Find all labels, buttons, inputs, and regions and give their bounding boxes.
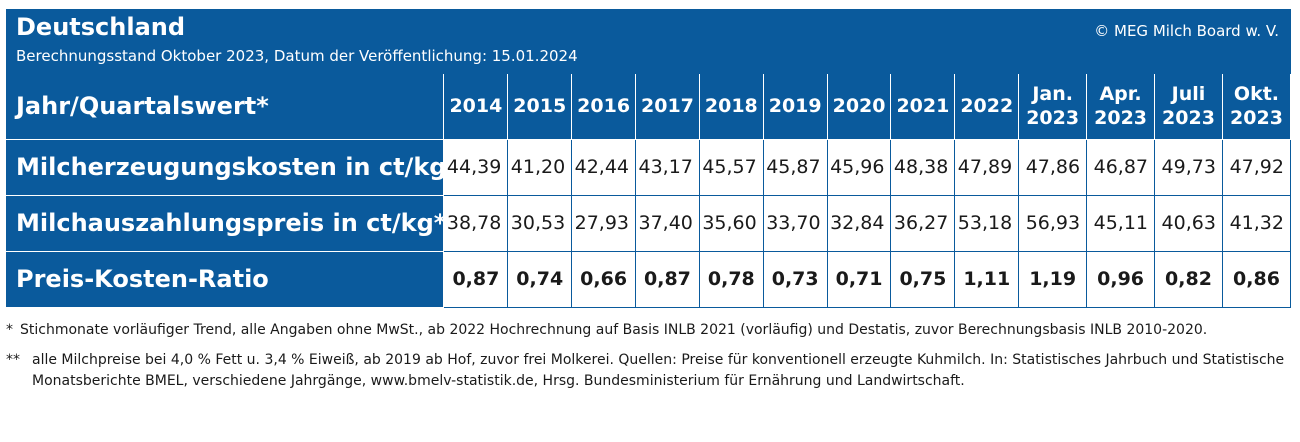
page-title: Deutschland	[16, 13, 186, 41]
table-cell: 47,89	[954, 138, 1020, 196]
column-header-line: 2023	[1230, 107, 1283, 130]
column-header: 2021	[890, 74, 956, 140]
table-cell: 48,38	[890, 138, 956, 196]
table-cell: 35,60	[698, 194, 764, 252]
table-cell: 0,87	[635, 250, 700, 308]
column-header: Juli 2023	[1154, 74, 1223, 140]
column-header-line: Juli	[1171, 83, 1206, 106]
column-header: Jan. 2023	[1018, 74, 1088, 140]
row-label: Preis-Kosten-Ratio	[6, 250, 445, 307]
table-cell: 38,78	[443, 194, 509, 252]
column-header-line: 2023	[1026, 107, 1080, 130]
table-cell: 32,84	[826, 194, 892, 252]
table-cell: 45,87	[762, 138, 828, 196]
footnote-2: ** alle Milchpreise bei 4,0 % Fett u. 3,…	[6, 350, 1294, 392]
table-cell: 44,39	[443, 138, 509, 196]
table-cell: 47,92	[1221, 138, 1292, 196]
table-cell: 0,74	[507, 250, 573, 308]
column-header-line: Okt.	[1233, 83, 1280, 106]
copyright-notice: © MEG Milch Board w. V.	[1094, 22, 1279, 40]
column-header: Okt. 2023	[1221, 74, 1292, 140]
table-cell: 30,53	[507, 194, 573, 252]
footnotes: * Stichmonate vorläufiger Trend, alle An…	[6, 320, 1294, 392]
column-header: 2022	[954, 74, 1020, 140]
table-cell: 53,18	[954, 194, 1020, 252]
column-header-line: Jan.	[1032, 83, 1073, 106]
column-header-line: 2023	[1094, 107, 1148, 130]
column-header: 2016	[571, 74, 637, 140]
column-header-line: 2014	[449, 95, 503, 118]
table-cell: 27,93	[571, 194, 637, 252]
table-row: Preis-Kosten-Ratio 0,87 0,74 0,66 0,87 0,78 0,…	[6, 250, 1292, 308]
footnote-mark: **	[6, 352, 20, 368]
table-cell: 0,78	[698, 250, 764, 308]
data-table: Jahr/Quartalswert* 2014 2015 2016 2017 2018 2…	[6, 74, 1292, 308]
table-cell: 40,63	[1154, 194, 1223, 252]
footnote-text: Stichmonate vorläufiger Trend, alle Anga…	[20, 322, 1208, 338]
table-cell: 56,93	[1018, 194, 1088, 252]
table-cell: 43,17	[635, 138, 700, 196]
footnote-1: * Stichmonate vorläufiger Trend, alle An…	[6, 320, 1294, 341]
column-header-line: 2018	[704, 95, 758, 118]
column-header-line: 2019	[768, 95, 822, 118]
column-header-line: Apr.	[1099, 83, 1142, 106]
table-cell: 33,70	[762, 194, 828, 252]
table-row: Milchauszahlungspreis in ct/kg** 38,78 30,…	[6, 194, 1292, 252]
column-header-line: 2022	[960, 95, 1014, 118]
table-panel: Deutschland Berechnungsstand Oktober 202…	[6, 9, 1292, 308]
column-header: 2014	[443, 74, 509, 140]
table-cell: 1,11	[954, 250, 1020, 308]
table-cell: 46,87	[1086, 138, 1156, 196]
column-header: 2019	[762, 74, 828, 140]
footnote-mark: *	[6, 322, 13, 338]
table-cell: 0,82	[1154, 250, 1223, 308]
table-cell: 41,32	[1221, 194, 1292, 252]
table-cell: 37,40	[635, 194, 700, 252]
column-header: 2018	[698, 74, 764, 140]
header-row: Jahr/Quartalswert* 2014 2015 2016 2017 2018 2…	[6, 74, 1292, 140]
column-header-line: 2017	[641, 95, 694, 118]
row-label: Milchauszahlungspreis in ct/kg**	[6, 194, 445, 252]
table-cell: 0,87	[443, 250, 509, 308]
table-cell: 0,96	[1086, 250, 1156, 308]
table-cell: 0,66	[571, 250, 637, 308]
column-header-line: 2016	[577, 95, 631, 118]
column-header: Apr. 2023	[1086, 74, 1156, 140]
column-header-line: 2020	[832, 95, 886, 118]
table-row: Milcherzeugungskosten in ct/kg 44,39 41,20…	[6, 138, 1292, 196]
column-header: 2017	[635, 74, 700, 140]
table-cell: 0,75	[890, 250, 956, 308]
table-cell: 0,86	[1221, 250, 1292, 308]
table-cell: 45,57	[698, 138, 764, 196]
column-header: 2020	[826, 74, 892, 140]
table-cell: 45,11	[1086, 194, 1156, 252]
column-header-line: 2021	[896, 95, 950, 118]
table-cell: 49,73	[1154, 138, 1223, 196]
row-label: Milcherzeugungskosten in ct/kg	[6, 138, 445, 196]
table-cell: 0,73	[762, 250, 828, 308]
column-header-line: 2023	[1162, 107, 1215, 130]
table-cell: 45,96	[826, 138, 892, 196]
corner-label: Jahr/Quartalswert*	[6, 74, 445, 140]
table-cell: 42,44	[571, 138, 637, 196]
footnote-text: alle Milchpreise bei 4,0 % Fett u. 3,4 %…	[32, 352, 1285, 389]
column-header-line: 2015	[513, 95, 567, 118]
table-cell: 36,27	[890, 194, 956, 252]
table-cell: 1,19	[1018, 250, 1088, 308]
page-subtitle: Berechnungsstand Oktober 2023, Datum der…	[16, 47, 578, 65]
table-cell: 0,71	[826, 250, 892, 308]
table-cell: 41,20	[507, 138, 573, 196]
table-cell: 47,86	[1018, 138, 1088, 196]
column-header: 2015	[507, 74, 573, 140]
